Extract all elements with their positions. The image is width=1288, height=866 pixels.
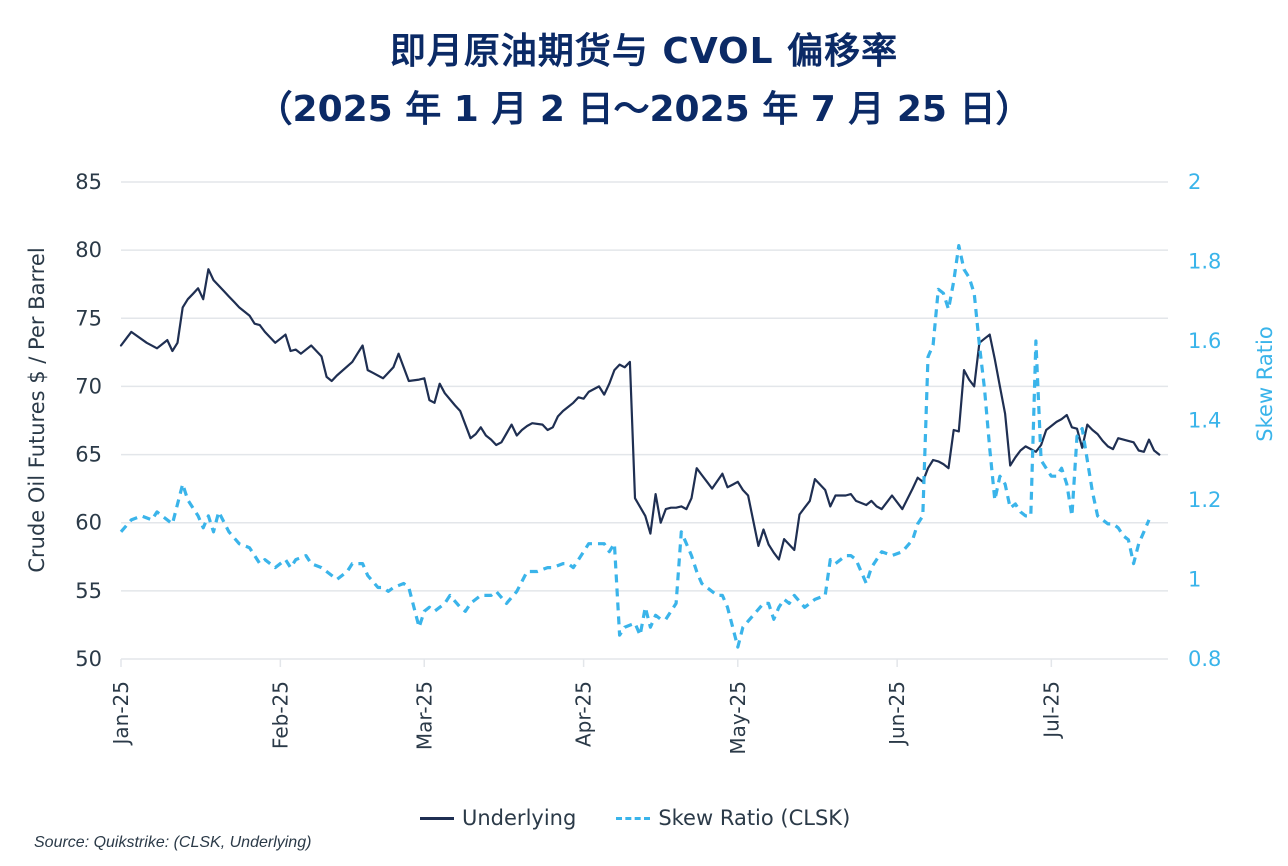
x-tick-label: May-25 [726, 681, 750, 755]
y-tick-label-right: 1.6 [1188, 329, 1221, 353]
source-note: Source: Quikstrike: (CLSK, Underlying) [34, 834, 312, 851]
x-axis-ticks: Jan-25 Feb-25 Mar-25 Apr-25 May-25 Jun-25 Jul-… [109, 659, 1063, 755]
y-tick-label-left: 70 [75, 374, 102, 398]
legend-swatch-underlying [420, 816, 454, 820]
y-axis-left-label: Crude Oil Futures $ / Per Barrel [25, 247, 49, 572]
y-tick-label-right: 0.8 [1188, 647, 1221, 671]
y-tick-label-left: 65 [75, 443, 102, 467]
y-tick-label-left: 80 [75, 238, 102, 262]
series-line-underlying [119, 268, 1161, 561]
series-line-skew-ratio [119, 244, 1151, 649]
x-tick-label: Jan-25 [109, 681, 133, 747]
y-axis-right-label: Skew Ratio [1253, 326, 1277, 441]
y-tick-label-left: 60 [75, 511, 102, 535]
y-tick-label-right: 1.8 [1188, 250, 1221, 274]
series-group [119, 244, 1161, 649]
y-tick-label-right: 1.4 [1188, 409, 1221, 433]
y-tick-label-left: 75 [75, 306, 102, 330]
legend-item-skew[interactable]: Skew Ratio (CLSK) [616, 806, 850, 830]
y-tick-label-right: 1 [1188, 568, 1201, 592]
y-tick-label-right: 1.2 [1188, 488, 1221, 512]
legend-label-underlying: Underlying [462, 806, 577, 830]
legend-swatch-skew [616, 816, 651, 820]
legend-label-skew: Skew Ratio (CLSK) [658, 806, 851, 830]
y-axis-left-ticks: 85 80 75 70 65 60 55 50 [75, 170, 102, 671]
gridlines [121, 181, 1168, 660]
legend: Underlying Skew Ratio (CLSK) [420, 806, 850, 830]
x-tick-label: Apr-25 [572, 681, 596, 747]
legend-item-underlying[interactable]: Underlying [420, 806, 576, 830]
x-tick-label: Jun-25 [885, 681, 909, 747]
x-tick-label: Jul-25 [1039, 681, 1063, 740]
y-tick-label-left: 50 [75, 647, 102, 671]
chart-title-line1: 即月原油期货与 CVOL 偏移率 [389, 31, 899, 72]
y-tick-label-right: 2 [1188, 170, 1201, 194]
x-tick-label: Feb-25 [268, 681, 292, 749]
y-axis-right-ticks: 2 1.8 1.6 1.4 1.2 1 0.8 [1188, 170, 1221, 671]
chart-title-line2: （2025 年 1 月 2 日～2025 年 7 月 25 日） [256, 89, 1032, 130]
y-tick-label-left: 85 [75, 170, 102, 194]
y-tick-label-left: 55 [75, 579, 102, 603]
x-tick-label: Mar-25 [412, 681, 436, 750]
